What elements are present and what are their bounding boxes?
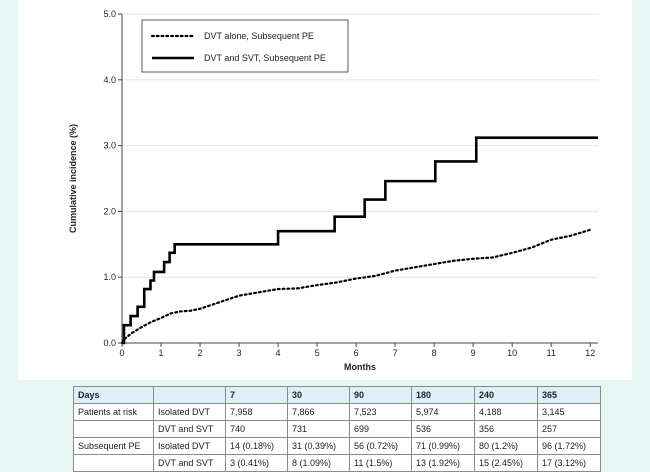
table-cell xyxy=(73,420,154,438)
table-cell: 11 (1.5%) xyxy=(349,454,412,472)
table-cell: Patients at risk xyxy=(73,403,154,421)
x-tick-label: 8 xyxy=(432,348,437,358)
chart-panel: 0.0 1.0 2.0 3.0 4.0 5.0 0 1 2 3 4 5 6 7 8 9 10 11 12 Month… xyxy=(18,0,632,380)
x-tick-label: 10 xyxy=(507,348,517,358)
legend: DVT alone, Subsequent PE DVT and SVT, Sub… xyxy=(141,19,349,73)
series-dvt-alone-line xyxy=(120,228,592,345)
table-row: DVT and SVT 3 (0.41%) 8 (1.09%) 11 (1.5%) 13… xyxy=(73,454,601,472)
table-cell: 740 xyxy=(225,420,288,438)
table-cell: Subsequent PE xyxy=(73,437,154,455)
x-axis-title: Months xyxy=(344,362,376,372)
series-dvt-svt-line xyxy=(122,136,598,345)
table-cell: DVT and SVT xyxy=(153,420,226,438)
table-cell: 71 (0.99%) xyxy=(411,437,475,455)
table-cell: 699 xyxy=(349,420,412,438)
x-tick-label: 12 xyxy=(585,348,595,358)
table-cell: 7,866 xyxy=(287,403,350,421)
y-tick-label: 0.0 xyxy=(103,338,116,348)
risk-table: Days 7 30 90 180 240 365 Patients at risk Isolat… xyxy=(73,386,601,472)
table-cell: 96 (1.72%) xyxy=(537,437,601,455)
table-header-row: Days 7 30 90 180 240 365 xyxy=(73,386,601,404)
x-tick-label: 6 xyxy=(354,348,359,358)
x-tick-label: 5 xyxy=(315,348,320,358)
legend-label: DVT alone, Subsequent PE xyxy=(204,31,314,41)
y-axis-title: Cumulative incidence (%) xyxy=(68,124,78,233)
table-cell: 4,188 xyxy=(474,403,538,421)
series-layer xyxy=(120,136,598,345)
table-row: Patients at risk Isolated DVT 7,958 7,866 7,… xyxy=(73,403,601,421)
table-row: Subsequent PE Isolated DVT 14 (0.18%) 31 (0… xyxy=(73,437,601,455)
table-cell: 8 (1.09%) xyxy=(287,454,350,472)
y-tick-label: 1.0 xyxy=(103,272,116,282)
y-tick-label: 3.0 xyxy=(103,141,116,151)
legend-box xyxy=(141,19,349,73)
table-cell: 13 (1.92%) xyxy=(411,454,475,472)
table-header-cell: 90 xyxy=(349,386,412,404)
table-cell: 3 (0.41%) xyxy=(225,454,288,472)
legend-label: DVT and SVT, Subsequent PE xyxy=(204,53,326,63)
table-cell: 3,145 xyxy=(537,403,601,421)
table-cell: 257 xyxy=(537,420,601,438)
gridlines xyxy=(122,13,598,278)
table-cell: 56 (0.72%) xyxy=(349,437,412,455)
table-header-cell: 180 xyxy=(411,386,475,404)
table-header-cell: 30 xyxy=(287,386,350,404)
y-tick-label: 5.0 xyxy=(103,9,116,19)
table-cell: 536 xyxy=(411,420,475,438)
x-tick-label: 11 xyxy=(547,348,556,358)
table-cell: 31 (0.39%) xyxy=(287,437,350,455)
x-tick-label: 0 xyxy=(119,348,124,358)
table-cell: 7,523 xyxy=(349,403,412,421)
x-tick-label: 2 xyxy=(198,348,203,358)
table-header-cell: Days xyxy=(73,386,154,404)
table-header-cell xyxy=(153,386,226,404)
table-cell: 80 (1.2%) xyxy=(474,437,538,455)
x-tick-label: 7 xyxy=(393,348,398,358)
table-cell: DVT and SVT xyxy=(153,454,226,472)
table-cell: Isolated DVT xyxy=(153,403,226,421)
y-tick-label: 2.0 xyxy=(103,206,116,216)
table-row: DVT and SVT 740 731 699 536 356 257 xyxy=(73,420,601,438)
x-tick-label: 9 xyxy=(471,348,476,358)
x-tick-label: 4 xyxy=(276,348,281,358)
incidence-chart: 0.01.02.03.04.05.00 1 2 3 4 5 6 7 8 9 10 11 12 Month… xyxy=(68,9,598,372)
table-cell: 356 xyxy=(474,420,538,438)
table-header-cell: 240 xyxy=(474,386,538,404)
table-cell: 15 (2.45%) xyxy=(474,454,538,472)
table-cell xyxy=(73,454,154,472)
table-header-cell: 365 xyxy=(537,386,601,404)
table-cell: 7,958 xyxy=(225,403,288,421)
table-cell: Isolated DVT xyxy=(153,437,226,455)
table-cell: 731 xyxy=(287,420,350,438)
x-tick-label: 3 xyxy=(237,348,242,358)
table-cell: 14 (0.18%) xyxy=(225,437,288,455)
y-tick-label: 4.0 xyxy=(103,75,116,85)
table-header-cell: 7 xyxy=(225,386,288,404)
tick-labels: 0.01.02.03.04.05.00 1 2 3 4 5 6 7 8 9 10 11 12 xyxy=(103,9,595,358)
table-cell: 17 (3.12%) xyxy=(537,454,601,472)
x-tick-label: 1 xyxy=(159,348,164,358)
table-cell: 5,974 xyxy=(411,403,475,421)
